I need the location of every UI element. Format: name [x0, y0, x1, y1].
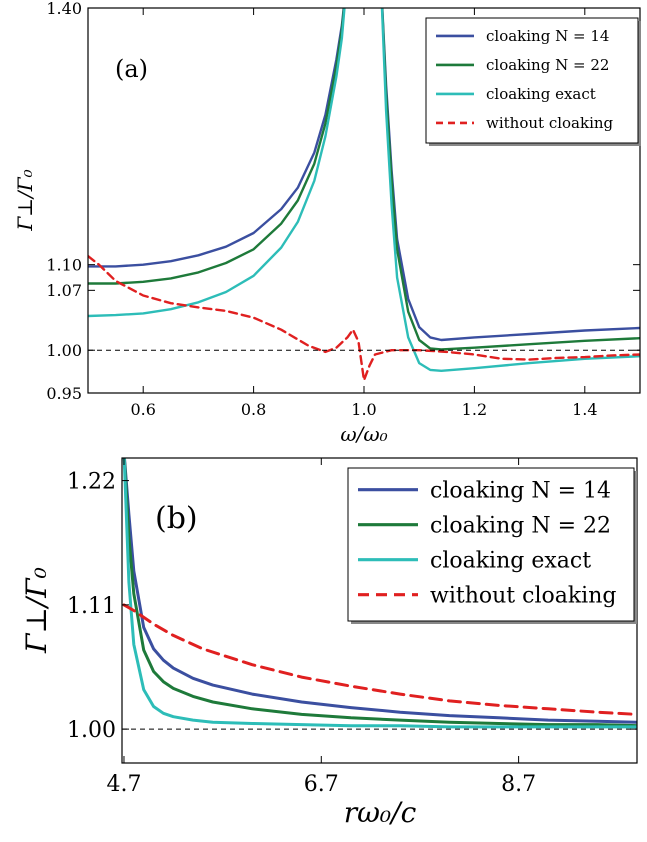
panel-a-x-axis-label: ω/ω₀	[340, 422, 387, 446]
panel-a: 0.6 0.8 1.0 1.2 1.40.951.001.071.101.40 (a) …	[13, 0, 641, 446]
panel-a-y-tick-label: 1.00	[46, 341, 82, 360]
panel-b-series-without-cloaking	[122, 603, 637, 716]
panel-a-series	[88, 8, 640, 382]
panel-b: 4.7 6.7 8.7 1.00 1.11 1.22 (b) rω₀/c Γ⊥/Γ₀ cl…	[20, 457, 638, 829]
panel-a-label: (a)	[115, 55, 148, 83]
panel-b-series-cloaking-exact	[122, 458, 637, 729]
panel-b-x-tick-label: 8.7	[501, 772, 536, 797]
panel-a-series-without-cloaking	[88, 254, 640, 382]
panel-a-x-tick-label: 1.4	[572, 400, 597, 419]
panel-b-legend: cloaking N = 14 cloaking N = 22 cloaking e…	[347, 467, 637, 624]
panel-b-legend-label-cloaking-exact: cloaking exact	[430, 548, 591, 573]
panel-b-y-axis-label: Γ⊥/Γ₀	[20, 567, 53, 654]
panel-a-legend: cloaking N = 14 cloaking N = 22 cloaking e…	[425, 17, 641, 146]
panel-a-series-cloaking-n-14	[88, 8, 640, 342]
panel-b-series	[122, 458, 637, 729]
panel-a-y-tick-label: 1.10	[46, 255, 82, 274]
panel-b-y-tick-label: 1.00	[67, 718, 116, 743]
panel-b-series-cloaking-n-22	[122, 458, 637, 728]
panel-a-y-tick-label: 1.07	[46, 281, 82, 300]
panel-b-ticks: 4.7 6.7 8.7 1.00 1.11 1.22	[67, 458, 637, 797]
panel-a-x-tick-label: 1.0	[351, 400, 376, 419]
panel-b-label: (b)	[155, 501, 198, 536]
panel-a-ticks: 0.6 0.8 1.0 1.2 1.4 0.95 1.00 1.07 1.10 1.40	[46, 0, 640, 419]
panel-b-legend-label-cloaking-n-14: cloaking N = 14	[430, 478, 611, 503]
panel-b-x-tick-label: 4.7	[106, 772, 141, 797]
panel-b-y-tick-label: 1.22	[67, 470, 116, 495]
panel-a-legend-label-cloaking-n-14: cloaking N = 14	[486, 27, 609, 45]
panel-a-legend-label-cloaking-exact: cloaking exact	[486, 85, 596, 103]
panel-a-x-tick-label: 1.2	[462, 400, 487, 419]
panel-b-x-axis-label: rω₀/c	[344, 796, 417, 829]
panel-b-series-cloaking-n-14	[122, 458, 637, 724]
panel-a-legend-label-without-cloaking: without cloaking	[486, 114, 614, 132]
panel-b-y-tick-label: 1.11	[67, 594, 116, 619]
panel-a-x-tick-label: 0.8	[241, 400, 266, 419]
panel-b-x-tick-label: 6.7	[304, 772, 339, 797]
panel-b-legend-label-without-cloaking: without cloaking	[430, 583, 616, 608]
panel-a-series-cloaking-exact	[88, 8, 640, 372]
panel-a-legend-label-cloaking-n-22: cloaking N = 22	[486, 56, 609, 74]
panel-a-y-axis-label: Γ⊥/Γ₀	[13, 169, 37, 231]
panel-a-y-tick-label: 0.95	[46, 384, 82, 403]
panel-a-y-tick-label: 1.40	[46, 0, 82, 18]
panel-b-legend-label-cloaking-n-22: cloaking N = 22	[430, 513, 611, 538]
panel-a-x-tick-label: 0.6	[130, 400, 155, 419]
panel-a-series-cloaking-n-22	[88, 8, 640, 351]
